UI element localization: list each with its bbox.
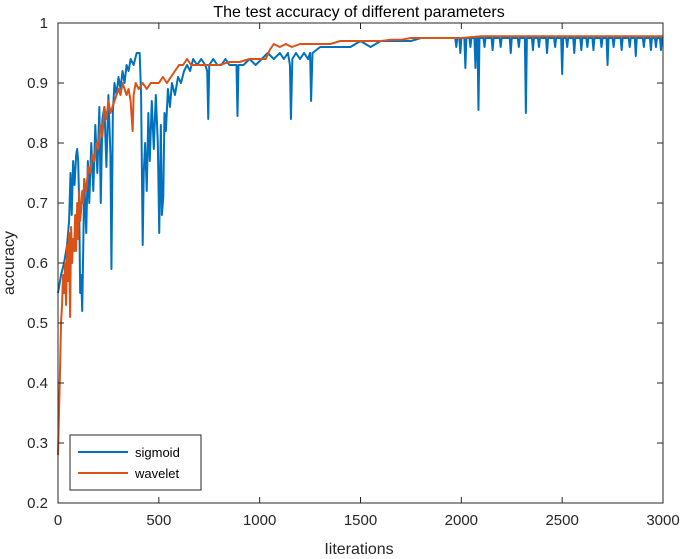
x-tick-label: 2000 (445, 512, 478, 529)
legend-box (69, 434, 202, 491)
plot-area: 0 500 1000 1500 2000 2500 3000 0.2 0.3 0.4 0.5 0.6 0… (27, 15, 680, 529)
y-tick-label: 1 (40, 15, 48, 32)
y-tick-label: 0.2 (27, 495, 48, 512)
x-tick-label: 500 (146, 512, 171, 529)
y-tick-label: 0.4 (27, 375, 48, 392)
y-tick-label: 0.6 (27, 255, 48, 272)
y-tick-label: 0.5 (27, 315, 48, 332)
x-tick-label: 2500 (545, 512, 578, 529)
y-tick-label: 0.3 (27, 435, 48, 452)
chart-title: The test accuracy of different parameter… (213, 4, 504, 21)
x-axis-label: Iiterations (324, 541, 393, 558)
series-layer (57, 35, 663, 456)
legend-label-sigmoid: sigmoid (135, 445, 180, 460)
axes-layer: 0 500 1000 1500 2000 2500 3000 0.2 0.3 0.4 0.5 0.6 0… (27, 15, 680, 529)
axes-background (58, 23, 663, 503)
y-tick-label: 0.9 (27, 75, 48, 92)
x-tick-label: 3000 (646, 512, 679, 529)
series-line-sigmoid (57, 37, 663, 312)
series-line-wavelet (57, 35, 663, 456)
x-tick-label: 1500 (344, 512, 377, 529)
x-tick-label: 0 (54, 512, 62, 529)
y-tick-label: 0.8 (27, 135, 48, 152)
y-axis-label: accuracy (1, 231, 18, 295)
legend: sigmoid wavelet (69, 434, 202, 491)
legend-label-wavelet: wavelet (134, 466, 179, 481)
y-tick-label: 0.7 (27, 195, 48, 212)
x-tick-label: 1000 (243, 512, 276, 529)
